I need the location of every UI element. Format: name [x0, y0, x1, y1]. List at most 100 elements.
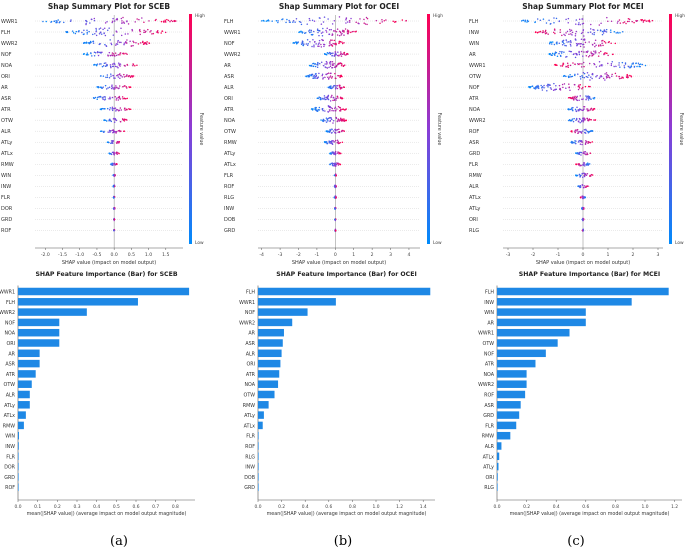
- shap-dot: [327, 18, 329, 20]
- shap-dot: [569, 108, 572, 111]
- shap-dot: [89, 41, 92, 44]
- shap-dot: [111, 151, 114, 154]
- shap-dot: [627, 17, 630, 20]
- importance-bar: [18, 380, 32, 388]
- bar-category-label: RMW: [482, 434, 494, 440]
- shap-dot: [292, 42, 294, 44]
- shap-dot: [305, 75, 308, 77]
- shap-dot: [626, 73, 628, 76]
- shap-dot: [586, 130, 589, 133]
- shap-dot: [330, 106, 332, 109]
- shap-dot: [166, 18, 168, 21]
- shap-dot: [139, 33, 141, 36]
- shap-dot: [104, 22, 107, 24]
- shap-dot: [275, 20, 278, 22]
- shap-dot: [320, 23, 323, 25]
- shap-dot: [164, 31, 167, 34]
- shap-dot: [318, 17, 321, 19]
- shap-dot: [393, 21, 396, 23]
- shap-dot: [365, 16, 368, 19]
- shap-dot: [126, 87, 128, 89]
- shap-dot: [578, 141, 580, 143]
- shap-dot: [74, 32, 77, 35]
- shap-dot: [318, 39, 321, 42]
- shap-dot: [581, 143, 583, 146]
- bar-category-label: ATR: [485, 362, 495, 368]
- shap-dot: [111, 106, 114, 109]
- shap-dot: [105, 44, 107, 47]
- shap-dot: [316, 110, 318, 112]
- feature-label: ORI: [1, 74, 10, 80]
- shap-dot: [582, 120, 585, 123]
- shap-dot: [401, 19, 404, 21]
- shap-dot: [110, 43, 113, 46]
- shap-dot: [616, 22, 619, 24]
- bar-category-label: ORI: [485, 475, 494, 481]
- shap-dot: [113, 77, 115, 79]
- shap-dot: [575, 42, 578, 45]
- shap-dot: [583, 46, 585, 48]
- shap-dot: [115, 131, 117, 133]
- x-tick-label: -1.5: [58, 252, 67, 258]
- shap-dot: [638, 63, 641, 66]
- shap-dot: [103, 27, 106, 29]
- shap-dot: [103, 32, 105, 34]
- bar-category-label: RMW: [243, 403, 255, 409]
- bar-category-label: ALR: [6, 393, 16, 399]
- shap-dot: [95, 64, 98, 67]
- x-tick-label: 1: [352, 252, 355, 258]
- shap-dot: [96, 51, 99, 54]
- shap-dot: [109, 65, 112, 68]
- shap-dot: [599, 50, 602, 53]
- shap-dot: [548, 19, 550, 21]
- shap-dot: [569, 89, 571, 92]
- shap-dot: [121, 118, 124, 120]
- shap-dot: [645, 20, 648, 22]
- feature-label: OTW: [224, 129, 236, 135]
- shap-dot: [95, 29, 98, 31]
- x-tick-label: 0.5: [128, 252, 135, 258]
- shap-dot: [306, 44, 309, 47]
- x-tick-label: 0.8: [172, 504, 179, 510]
- bar-category-label: ROF: [245, 444, 255, 450]
- shap-dot: [582, 55, 584, 57]
- feature-label: RMW: [224, 140, 237, 146]
- shap-dot: [329, 63, 332, 65]
- shap-dot: [329, 75, 332, 77]
- shap-dot: [594, 39, 597, 41]
- shap-dot: [115, 85, 117, 87]
- shap-dot: [559, 29, 562, 31]
- shap-dot: [116, 66, 118, 68]
- shap-dot: [118, 129, 121, 132]
- shap-dot: [580, 120, 583, 123]
- bar-category-label: ATLx: [244, 423, 256, 429]
- feature-label: NOA: [224, 118, 236, 124]
- shap-dot: [86, 29, 88, 32]
- shap-dot: [318, 62, 321, 65]
- bar-category-label: GRD: [244, 485, 255, 491]
- shap-dot: [618, 62, 620, 64]
- shap-dot: [327, 117, 330, 119]
- shap-dot: [105, 120, 108, 122]
- shap-dot: [95, 27, 97, 30]
- shap-dot: [65, 30, 67, 33]
- shap-dot: [324, 76, 326, 79]
- importance-bar: [497, 452, 500, 461]
- shap-dot: [340, 34, 343, 36]
- shap-dot: [114, 118, 117, 121]
- shap-dot: [614, 42, 617, 45]
- shap-dot: [266, 19, 269, 22]
- shap-dot: [271, 20, 273, 22]
- shap-dot: [327, 130, 329, 133]
- bar-category-label: OTW: [4, 382, 16, 388]
- shap-dot: [591, 52, 594, 55]
- shap-dot: [326, 67, 329, 69]
- x-tick-label: 1.0: [145, 252, 152, 258]
- shap-dot: [578, 51, 580, 54]
- shap-dot: [108, 27, 110, 29]
- shap-dot: [320, 119, 322, 121]
- shap-dot: [116, 108, 119, 111]
- shap-dot: [648, 20, 651, 23]
- shap-dot: [540, 84, 542, 87]
- shap-dot: [333, 39, 336, 42]
